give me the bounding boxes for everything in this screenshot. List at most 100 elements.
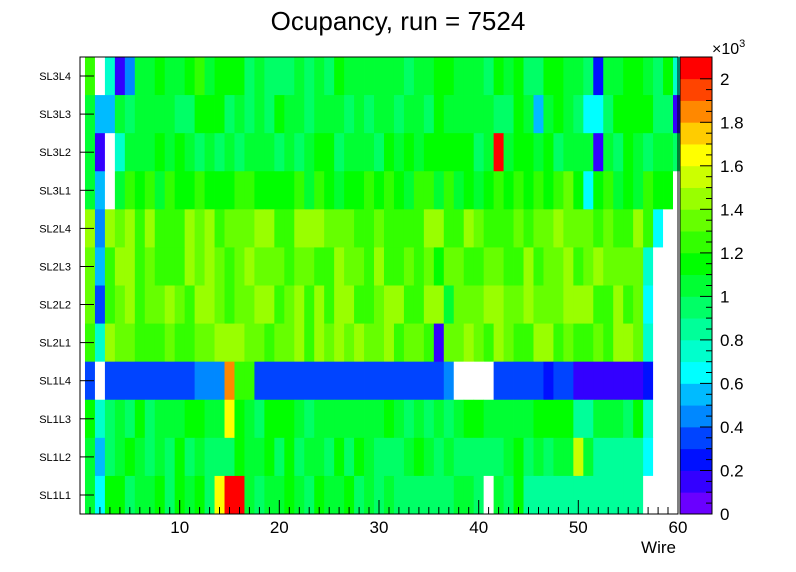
heatmap-cell [204,209,215,248]
heatmap-cell [314,475,325,515]
heatmap-cell [563,247,574,286]
heatmap-cell [224,209,235,248]
heatmap-cell [164,133,176,172]
heatmap-cell [633,209,644,248]
heatmap-cell [603,361,614,401]
heatmap-cell [94,95,106,134]
heatmap-cell [374,133,385,172]
heatmap-cell [104,361,116,401]
heatmap-cell [643,285,654,324]
heatmap-cell [393,285,405,324]
heatmap-cell [553,361,564,401]
heatmap-cell [473,133,485,172]
heatmap-cell [633,57,644,96]
heatmap-cell [443,133,455,172]
heatmap-cell [264,171,275,210]
heatmap-cell [344,171,355,210]
heatmap-cell [214,323,225,363]
heatmap-cell [274,247,285,286]
heatmap-cell [304,95,315,134]
heatmap-cell [493,57,504,96]
heatmap-cell [623,171,634,210]
heatmap-cell [503,323,514,363]
heatmap-cell [503,475,514,515]
heatmap-cell [184,361,196,401]
heatmap-cell [523,437,534,477]
heatmap-cell [393,323,405,363]
heatmap-cell [633,285,644,324]
heatmap-cell [254,285,265,324]
heatmap-cell [553,475,564,515]
heatmap-cell [134,171,146,210]
heatmap-cell [563,171,574,210]
heatmap-cell [94,57,106,96]
heatmap-cell [94,285,106,324]
heatmap-cell [633,399,644,439]
heatmap-cell [144,323,156,363]
colorbar-band [680,492,712,515]
heatmap-cell [443,171,455,210]
heatmap-cell [294,209,305,248]
heatmap-cell [603,323,614,363]
heatmap-cell [443,209,455,248]
heatmap-cell [344,361,355,401]
heatmap-cell [304,437,315,477]
heatmap-cell [314,399,325,439]
heatmap-cell [573,95,584,134]
heatmap-cell [593,361,604,401]
heatmap-cell [403,95,415,134]
heatmap-cell [443,323,455,363]
heatmap-cell [164,171,176,210]
heatmap-cell [653,133,664,172]
heatmap-cell [433,57,445,96]
heatmap-cell [94,133,106,172]
heatmap-cell [623,475,634,515]
heatmap-cell [483,247,495,286]
heatmap-cell [374,57,385,96]
heatmap-cell [663,437,674,477]
heatmap-cell [124,437,136,477]
heatmap-cell [184,171,196,210]
heatmap-cell [134,247,146,286]
heatmap-cell [334,475,345,515]
heatmap-cell [473,285,485,324]
heatmap-cell [254,57,265,96]
heatmap-cell [573,171,584,210]
heatmap-cell [174,209,186,248]
heatmap-cell [433,475,445,515]
heatmap-cell [463,95,475,134]
colorbar-tick-label: 1.4 [720,200,744,219]
heatmap-cell [354,323,365,363]
colorbar-tick-label: 1 [720,287,729,306]
heatmap-cell [374,247,385,286]
heatmap-cell [523,323,534,363]
heatmap-cell [174,285,186,324]
heatmap-cell [493,399,504,439]
heatmap-cell [433,171,445,210]
heatmap-cell [473,475,485,515]
x-tick-label: 50 [569,518,588,537]
heatmap-cell [523,209,534,248]
heatmap-cell [563,437,574,477]
heatmap-cell [314,133,325,172]
heatmap-cell [284,285,295,324]
heatmap-cell [364,323,375,363]
heatmap-cell [344,247,355,286]
heatmap-cell [533,475,544,515]
heatmap-cell [453,399,465,439]
heatmap-cell [104,209,116,248]
heatmap-cell [264,399,275,439]
heatmap-cell [284,437,295,477]
heatmap-cell [513,171,524,210]
heatmap-cell [663,361,674,401]
heatmap-cell [523,285,534,324]
heatmap-cell [663,285,674,324]
heatmap-cell [453,133,465,172]
heatmap-cell [284,475,295,515]
heatmap-cell [144,133,156,172]
heatmap-cell [423,57,435,96]
heatmap-cell [274,133,285,172]
heatmap-cell [663,133,674,172]
heatmap-cell [413,475,425,515]
heatmap-cell [643,323,654,363]
